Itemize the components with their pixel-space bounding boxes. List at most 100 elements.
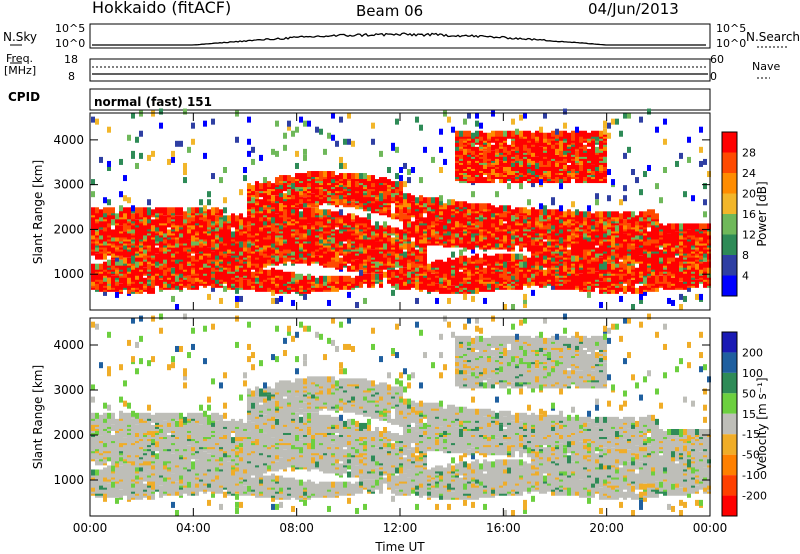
power-cell [511, 160, 515, 167]
power-cell [547, 169, 551, 176]
power-cell [539, 259, 543, 266]
power-cell [395, 193, 399, 200]
power-cell [371, 175, 375, 182]
power-cell [495, 130, 499, 137]
power-cell [99, 281, 103, 288]
power-cell [367, 213, 371, 220]
power-cell [507, 158, 511, 165]
power-cell [195, 275, 199, 282]
power-cell [155, 235, 159, 242]
power-cell [395, 207, 399, 214]
power-cell [319, 175, 323, 182]
power-cell [515, 144, 519, 151]
power-cell [271, 201, 275, 208]
power-cell [307, 171, 311, 178]
power-cell [479, 277, 483, 284]
power-cell [235, 301, 239, 308]
power-cell [411, 241, 415, 248]
power-cell [467, 203, 471, 210]
power-cell [459, 231, 463, 238]
power-cell [487, 144, 491, 151]
power-cell [319, 247, 323, 254]
power-cell [159, 241, 163, 248]
power-cell [491, 205, 495, 212]
power-cell [363, 221, 367, 228]
power-cell [475, 136, 479, 143]
power-cell [355, 275, 359, 282]
power-cell [103, 245, 107, 252]
power-cell [515, 138, 519, 145]
power-cell [443, 110, 447, 117]
power-cell [291, 241, 295, 248]
power-cell [531, 289, 535, 296]
power-cell [471, 279, 475, 286]
power-cell [251, 245, 255, 252]
power-cell [407, 277, 411, 284]
power-cell [479, 175, 483, 182]
power-cell [563, 211, 567, 218]
power-cell [419, 211, 423, 218]
power-cell [331, 187, 335, 194]
power-cell [295, 173, 299, 180]
power-cell [275, 247, 279, 254]
power-cell [283, 211, 287, 218]
power-cell [343, 253, 347, 260]
power-cell [507, 130, 511, 137]
power-cell [439, 146, 443, 153]
power-cell [131, 275, 135, 282]
power-cell [251, 217, 255, 224]
power-cell [287, 205, 291, 212]
power-cell [471, 261, 475, 268]
power-cell [287, 189, 291, 196]
power-cell [387, 225, 391, 232]
power-cell [191, 267, 195, 274]
power-cell [563, 259, 567, 266]
power-cell [175, 245, 179, 252]
power-cell [459, 271, 463, 278]
power-cell [383, 243, 387, 250]
power-cell [383, 221, 387, 228]
power-cell [283, 271, 287, 278]
power-cell [471, 217, 475, 224]
power-cell [531, 132, 535, 139]
power-cell [407, 213, 411, 220]
power-cell [399, 185, 403, 192]
power-cell [343, 201, 347, 208]
power-cell [367, 205, 371, 212]
power-cell [347, 229, 351, 236]
power-cell [111, 275, 115, 282]
power-cell [439, 267, 443, 274]
power-cell [223, 215, 227, 222]
power-cell [103, 235, 107, 242]
power-cell [259, 183, 263, 190]
power-cell [431, 203, 435, 210]
power-cell [499, 211, 503, 218]
power-cell [471, 275, 475, 282]
power-cell [463, 130, 467, 137]
power-cell [375, 199, 379, 206]
power-cell [523, 138, 527, 145]
power-cell [247, 283, 251, 290]
power-cell [115, 239, 119, 246]
power-cell [179, 251, 183, 258]
power-cell [483, 267, 487, 274]
power-cell [179, 243, 183, 250]
power-cell [399, 181, 403, 188]
power-cell [439, 209, 443, 216]
power-cell [175, 219, 179, 226]
power-cell [271, 195, 275, 202]
power-cell [307, 273, 311, 280]
power-cell [367, 253, 371, 260]
power-cell [171, 150, 175, 157]
power-cell [315, 255, 319, 262]
power-cell [507, 239, 511, 246]
power-cell [519, 114, 523, 121]
power-cell [207, 235, 211, 242]
power-cell [407, 197, 411, 204]
power-cell [535, 156, 539, 163]
power-cell [179, 231, 183, 238]
nsky-tick-top: 10^5 [55, 22, 86, 35]
power-cell [195, 253, 199, 260]
power-cell [99, 271, 103, 278]
power-cell [547, 144, 551, 151]
